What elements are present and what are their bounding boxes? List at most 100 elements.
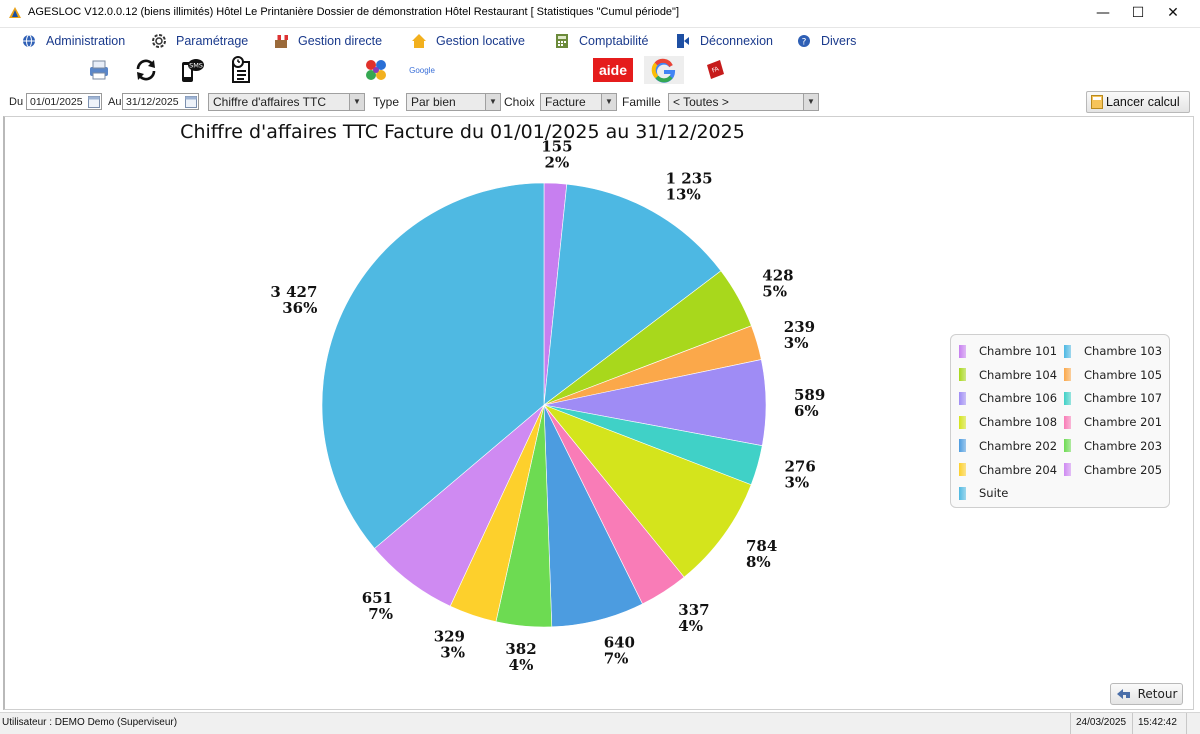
- slice-percent-label: 7%: [604, 649, 629, 667]
- store-icon: [272, 32, 290, 50]
- calendar-icon[interactable]: [185, 95, 197, 108]
- chart-legend: Chambre 101 Chambre 103 Chambre 104 Chambre…: [950, 334, 1170, 508]
- legend-item: Suite: [959, 486, 1008, 500]
- status-time: 15:42:42: [1138, 717, 1177, 728]
- legend-label: Chambre 201: [1084, 415, 1163, 430]
- famille-select[interactable]: < Toutes > ▼: [668, 93, 819, 111]
- slice-percent-label: 5%: [762, 283, 787, 301]
- slice-value-label: 589: [794, 386, 825, 404]
- sms-phone-icon: SMS: [182, 59, 204, 82]
- apps-button[interactable]: [361, 56, 391, 84]
- slice-percent-label: 4%: [509, 656, 534, 674]
- type-select[interactable]: Par bien ▼: [406, 93, 501, 111]
- slice-percent-label: 2%: [545, 153, 570, 171]
- legend-label: Chambre 108: [979, 415, 1058, 430]
- legend-swatch: [959, 368, 966, 382]
- agenda-button[interactable]: [226, 56, 256, 84]
- legend-item: Chambre 205: [1064, 463, 1162, 477]
- print-button[interactable]: [84, 56, 114, 84]
- menu-deconnexion-label: Déconnexion: [700, 33, 773, 48]
- au-label: Au: [108, 96, 122, 108]
- slice-percent-label: 7%: [368, 605, 393, 623]
- status-separator: [1132, 713, 1133, 734]
- menu-parametrage[interactable]: Paramétrage: [150, 28, 248, 53]
- fa-book-button[interactable]: FA: [700, 56, 730, 84]
- globe-icon: [20, 32, 38, 50]
- legend-swatch: [959, 486, 966, 500]
- legend-item: Chambre 101: [959, 344, 1057, 358]
- legend-swatch: [959, 391, 966, 405]
- legend-label: Chambre 203: [1084, 438, 1163, 453]
- choix-value: Facture: [545, 95, 586, 109]
- status-separator: [1070, 713, 1071, 734]
- slice-value-label: 640: [604, 633, 635, 651]
- colorful-apps-icon: [366, 60, 386, 80]
- google-button[interactable]: [644, 56, 684, 84]
- legend-label: Chambre 202: [979, 438, 1058, 453]
- menu-comptabilite[interactable]: Comptabilité: [553, 28, 648, 53]
- printer-icon: [90, 60, 108, 80]
- menu-parametrage-label: Paramétrage: [176, 33, 249, 48]
- slice-percent-label: 3%: [784, 334, 809, 352]
- legend-item: Chambre 106: [959, 391, 1057, 405]
- aide-button[interactable]: aide: [593, 56, 633, 84]
- indicator-value: Chiffre d'affaires TTC: [213, 95, 327, 109]
- maximize-button[interactable]: ☐: [1131, 5, 1145, 21]
- menu-deconnexion[interactable]: Déconnexion: [674, 28, 773, 53]
- menu-gestion-directe[interactable]: Gestion directe: [272, 28, 382, 53]
- legend-swatch: [1064, 344, 1071, 358]
- aide-help-icon: aide: [593, 58, 633, 82]
- choix-select[interactable]: Facture ▼: [540, 93, 617, 111]
- legend-item: Chambre 107: [1064, 391, 1162, 405]
- menu-bar: Administration Paramétrage Gestion direc…: [0, 28, 1200, 53]
- app-logo-icon: [9, 7, 21, 18]
- du-date-field[interactable]: 01/01/2025: [26, 93, 102, 110]
- google-search-button[interactable]: Google: [404, 56, 440, 84]
- legend-item: Chambre 201: [1064, 415, 1162, 429]
- back-arrow-icon: [1116, 689, 1130, 699]
- pie-slice[interactable]: [321, 182, 545, 549]
- slice-percent-label: 6%: [794, 402, 819, 420]
- lancer-calcul-label: Lancer calcul: [1106, 95, 1180, 109]
- refresh-button[interactable]: [131, 56, 161, 84]
- legend-label: Chambre 204: [979, 462, 1058, 477]
- legend-label: Chambre 107: [1084, 391, 1163, 406]
- legend-item: Chambre 108: [959, 415, 1057, 429]
- calculator-icon: [553, 32, 571, 50]
- slice-value-label: 337: [678, 601, 709, 619]
- slice-value-label: 3 427: [270, 283, 317, 301]
- status-bar: Utilisateur : DEMO Demo (Superviseur) 24…: [0, 712, 1200, 734]
- window-title: AGESLOC V12.0.0.12 (biens illimités) Hôt…: [28, 6, 680, 18]
- sms-button[interactable]: SMS: [177, 56, 207, 84]
- refresh-icon: [136, 59, 156, 81]
- slice-value-label: 382: [505, 640, 536, 658]
- chart-title: Chiffre d'affaires TTC Facture du 01/01/…: [180, 121, 745, 143]
- status-user: Utilisateur : DEMO Demo (Superviseur): [2, 717, 178, 728]
- title-bar: AGESLOC V12.0.0.12 (biens illimités) Hôt…: [0, 0, 1200, 28]
- clipboard-clock-icon: [232, 56, 250, 83]
- menu-gestion-locative[interactable]: Gestion locative: [410, 28, 525, 53]
- pie-slice[interactable]: [543, 404, 752, 578]
- au-date-field[interactable]: 31/12/2025: [122, 93, 199, 110]
- minimize-button[interactable]: —: [1096, 5, 1110, 21]
- menu-divers[interactable]: ? Divers: [795, 28, 856, 53]
- pie-slice[interactable]: [543, 183, 722, 406]
- svg-text:Google: Google: [409, 66, 435, 75]
- indicator-select[interactable]: Chiffre d'affaires TTC ▼: [208, 93, 365, 111]
- slice-value-label: 329: [434, 628, 465, 646]
- legend-item: Chambre 204: [959, 463, 1057, 477]
- menu-comptabilite-label: Comptabilité: [579, 33, 649, 48]
- calendar-icon[interactable]: [88, 95, 100, 108]
- close-button[interactable]: ✕: [1167, 5, 1179, 21]
- chevron-down-icon: ▼: [601, 94, 616, 110]
- famille-value: < Toutes >: [673, 95, 729, 109]
- retour-label: Retour: [1137, 687, 1178, 701]
- slice-percent-label: 8%: [746, 553, 771, 571]
- lancer-calcul-button[interactable]: Lancer calcul: [1086, 91, 1190, 113]
- legend-swatch: [959, 439, 966, 453]
- du-label: Du: [9, 96, 24, 108]
- gear-icon: [150, 32, 168, 50]
- toolbar: SMS Google aide FA: [0, 54, 1200, 86]
- retour-button[interactable]: Retour: [1110, 683, 1183, 705]
- menu-administration[interactable]: Administration: [20, 28, 125, 53]
